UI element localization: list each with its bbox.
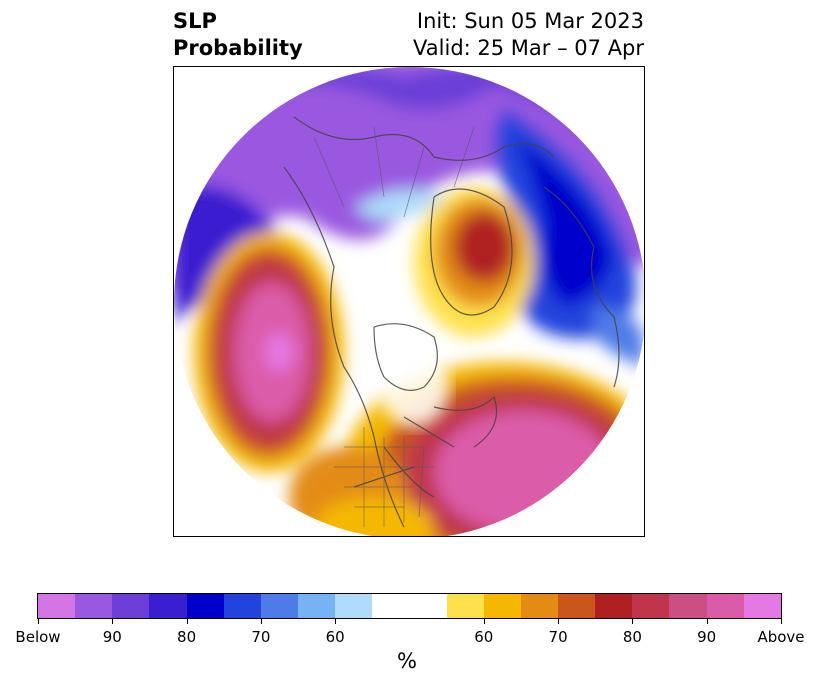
variable-name: SLP — [173, 9, 217, 33]
probability-map-svg — [174, 67, 644, 536]
colorbar-tick-label: 90 — [697, 628, 717, 646]
colorbar-tick — [260, 619, 262, 624]
colorbar-swatch — [335, 594, 373, 618]
colorbar-swatch — [483, 594, 521, 618]
colorbar-swatch — [38, 594, 76, 618]
colorbar-tick — [483, 619, 485, 624]
colorbar-tick-label: 60 — [474, 628, 494, 646]
colorbar-swatch — [112, 594, 150, 618]
colorbar-swatch — [149, 594, 187, 618]
colorbar-tick — [632, 619, 634, 624]
colorbar-swatch — [743, 594, 781, 618]
colorbar-tick-label: 90 — [102, 628, 122, 646]
colorbar-tick — [706, 619, 708, 624]
colorbar-swatch — [632, 594, 670, 618]
colorbar-tick — [558, 619, 560, 624]
colorbar-tick — [781, 619, 782, 624]
colorbar-swatch — [595, 594, 633, 618]
variable-type: Probability — [173, 36, 303, 60]
colorbar-swatch — [557, 594, 596, 618]
colorbar-swatch — [446, 594, 484, 618]
colorbar-swatch — [706, 594, 744, 618]
colorbar-swatch — [75, 594, 113, 618]
init-date: Init: Sun 05 Mar 2023 — [416, 9, 644, 33]
colorbar-tick-label: 70 — [251, 628, 271, 646]
colorbar-tick — [38, 619, 39, 624]
forecast-dates: Init: Sun 05 Mar 2023 Valid: 25 Mar – 07… — [413, 8, 644, 62]
colorbar-tick — [186, 619, 188, 624]
colorbar-tick — [112, 619, 114, 624]
colorbar-tick-label: 70 — [548, 628, 568, 646]
colorbar-swatch — [223, 594, 261, 618]
valid-range: Valid: 25 Mar – 07 Apr — [413, 36, 644, 60]
colorbar — [37, 593, 782, 619]
map-title: SLP Probability — [173, 8, 303, 62]
colorbar-swatch — [669, 594, 707, 618]
colorbar-swatch — [520, 594, 558, 618]
polar-map — [173, 66, 645, 537]
colorbar-tick-label: Below — [15, 628, 61, 646]
colorbar-swatch — [186, 594, 224, 618]
colorbar-tick-label: 80 — [622, 628, 642, 646]
colorbar-unit: % — [397, 649, 417, 673]
colorbar-swatch — [297, 594, 336, 618]
colorbar-tick — [335, 619, 337, 624]
colorbar-swatch — [260, 594, 298, 618]
colorbar-tick-label: Above — [757, 628, 805, 646]
colorbar-tick-label: 60 — [325, 628, 345, 646]
colorbar-swatch — [372, 594, 447, 618]
colorbar-tick-label: 80 — [177, 628, 197, 646]
